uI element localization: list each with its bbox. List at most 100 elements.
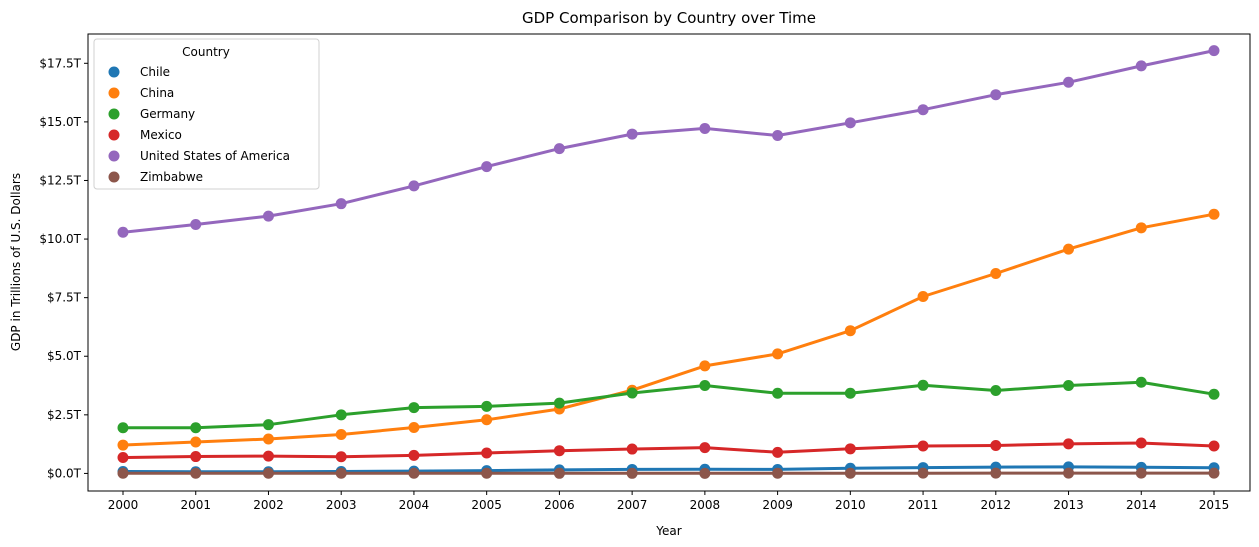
data-point (335, 429, 347, 441)
data-point (699, 442, 711, 454)
x-tick-label: 2010 (835, 498, 866, 512)
data-point (844, 325, 856, 337)
y-axis: $0.0T $2.5T $5.0T $7.5T $10.0T $12.5T $15.0T $1… (39, 56, 88, 480)
legend-label: United States of America (140, 149, 290, 163)
data-point (408, 180, 420, 192)
data-point (917, 379, 929, 391)
data-point (117, 467, 129, 479)
data-point (117, 439, 129, 451)
legend-marker (108, 66, 120, 78)
data-point (990, 268, 1002, 280)
data-point (844, 467, 856, 479)
series-chile (117, 461, 1220, 478)
data-point (699, 360, 711, 372)
data-point (481, 414, 493, 426)
series-line (121, 212, 1216, 447)
x-tick-label: 2002 (253, 498, 284, 512)
legend: Country Chile China Germany Mexico United St… (93, 38, 320, 190)
plot-area-frame (87, 33, 1251, 492)
data-point (1063, 380, 1075, 392)
series-line (121, 380, 1216, 430)
data-point (117, 422, 129, 434)
data-point (335, 198, 347, 210)
y-tick-label: $15.0T (39, 115, 81, 129)
data-point (262, 210, 274, 222)
x-tick-label: 2015 (1199, 498, 1230, 512)
y-tick-label: $2.5T (47, 408, 82, 422)
data-point (1135, 437, 1147, 449)
data-point (553, 445, 565, 457)
x-tick-label: 2013 (1053, 498, 1084, 512)
data-point (335, 409, 347, 421)
data-point (190, 436, 202, 448)
data-point (1208, 440, 1220, 452)
data-point (990, 440, 1002, 452)
legend-box (93, 38, 320, 190)
data-point (626, 443, 638, 455)
data-point (772, 129, 784, 141)
data-point (772, 387, 784, 399)
series-germany (117, 376, 1220, 434)
legend-label: Chile (140, 65, 170, 79)
data-point (1135, 60, 1147, 72)
series-zimbabwe (117, 467, 1220, 479)
data-point (772, 348, 784, 360)
data-point (262, 419, 274, 431)
data-point (1208, 45, 1220, 57)
data-point (772, 446, 784, 458)
data-point (262, 433, 274, 445)
data-point (190, 422, 202, 434)
data-point (917, 467, 929, 479)
data-point (844, 443, 856, 455)
data-point (1063, 76, 1075, 88)
x-tick-label: 2006 (544, 498, 575, 512)
legend-label: Zimbabwe (140, 170, 203, 184)
data-point (1135, 467, 1147, 479)
y-tick-label: $10.0T (39, 232, 81, 246)
data-point (626, 467, 638, 479)
data-point (481, 467, 493, 479)
x-tick-label: 2003 (326, 498, 357, 512)
data-point (990, 467, 1002, 479)
data-point (772, 467, 784, 479)
x-tick-label: 2004 (399, 498, 430, 512)
legend-label: China (140, 86, 174, 100)
data-point (117, 451, 129, 463)
data-point (481, 400, 493, 412)
x-tick-label: 2005 (471, 498, 502, 512)
y-tick-label: $12.5T (39, 173, 81, 187)
chart-title: GDP Comparison by Country over Time (522, 9, 816, 27)
x-tick-label: 2000 (108, 498, 139, 512)
data-point (117, 226, 129, 238)
data-point (917, 104, 929, 116)
x-tick-label: 2011 (908, 498, 939, 512)
data-point (1063, 243, 1075, 255)
data-point (699, 122, 711, 134)
series-line (121, 49, 1216, 234)
data-point (190, 451, 202, 463)
y-axis-label: GDP in Trillions of U.S. Dollars (9, 173, 23, 351)
data-point (1063, 467, 1075, 479)
x-tick-label: 2012 (981, 498, 1012, 512)
x-tick-label: 2009 (762, 498, 793, 512)
data-point (917, 290, 929, 302)
y-tick-label: $7.5T (47, 291, 82, 305)
data-point (917, 440, 929, 452)
data-point (481, 161, 493, 173)
x-axis: 2000 2001 2002 2003 2004 2005 2006 2007 2008 2009… (108, 491, 1230, 512)
data-point (190, 219, 202, 231)
legend-label: Mexico (140, 128, 182, 142)
data-point (844, 117, 856, 129)
data-point (408, 449, 420, 461)
data-point (335, 467, 347, 479)
data-point (553, 467, 565, 479)
data-point (1208, 388, 1220, 400)
legend-label: Germany (140, 107, 195, 121)
data-point (408, 402, 420, 414)
data-point (335, 451, 347, 463)
legend-marker (108, 129, 120, 141)
x-tick-label: 2001 (180, 498, 211, 512)
data-point (699, 380, 711, 392)
data-point (262, 450, 274, 462)
series-united-states-of-america (117, 45, 1220, 238)
